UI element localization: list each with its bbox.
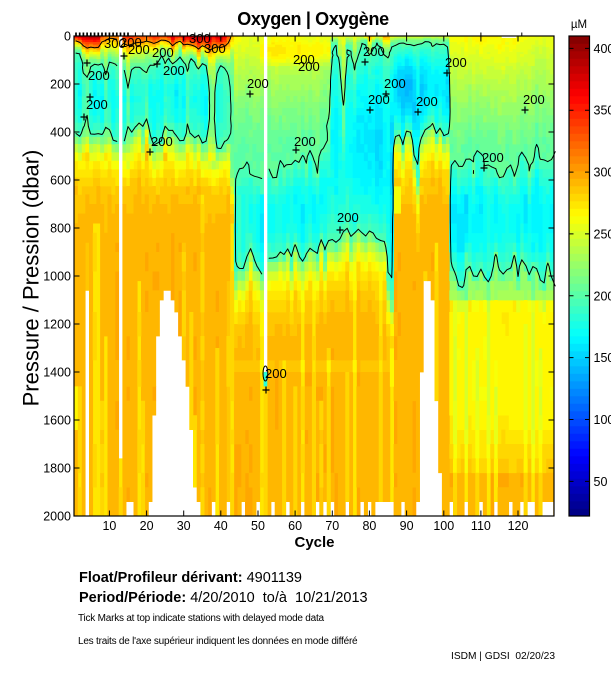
- svg-text:ISDM | GDSI 02/20/23: ISDM | GDSI 02/20/23: [451, 651, 555, 662]
- svg-text:1200: 1200: [43, 318, 71, 332]
- svg-text:1400: 1400: [43, 366, 71, 380]
- svg-text:200: 200: [293, 52, 315, 67]
- svg-text:60: 60: [288, 519, 302, 533]
- svg-text:1000: 1000: [43, 270, 71, 284]
- svg-text:200: 200: [594, 289, 611, 303]
- svg-text:50: 50: [594, 475, 608, 489]
- svg-text:Cycle: Cycle: [294, 534, 334, 551]
- svg-text:150: 150: [594, 351, 611, 365]
- svg-text:40: 40: [214, 519, 228, 533]
- svg-text:20: 20: [140, 519, 154, 533]
- svg-text:200: 200: [163, 63, 185, 78]
- svg-text:200: 200: [88, 68, 110, 83]
- svg-text:30: 30: [177, 519, 191, 533]
- svg-text:80: 80: [362, 519, 376, 533]
- svg-text:70: 70: [325, 519, 339, 533]
- svg-text:200: 200: [384, 76, 406, 91]
- svg-text:250: 250: [594, 227, 611, 241]
- svg-text:400: 400: [594, 42, 611, 56]
- svg-text:200: 200: [298, 59, 320, 74]
- svg-text:Pressure / Pression (dbar): Pressure / Pression (dbar): [18, 150, 43, 407]
- svg-text:600: 600: [50, 174, 71, 188]
- svg-text:Oxygen | Oxygène: Oxygen | Oxygène: [237, 9, 389, 29]
- svg-text:µM: µM: [571, 19, 587, 31]
- svg-text:100: 100: [594, 413, 611, 427]
- svg-text:Period/Période: 4/20/2010 to/: Period/Période: 4/20/2010 to/à 10/21/201…: [79, 590, 368, 606]
- svg-text:Les traits de l'axe supérieur: Les traits de l'axe supérieur indiquent …: [78, 636, 358, 647]
- svg-text:300: 300: [594, 166, 611, 180]
- svg-text:200: 200: [294, 134, 316, 149]
- svg-text:1800: 1800: [43, 462, 71, 476]
- svg-text:200: 200: [86, 97, 108, 112]
- svg-text:0: 0: [64, 30, 71, 44]
- svg-text:120: 120: [508, 519, 529, 533]
- svg-text:110: 110: [471, 519, 491, 533]
- svg-text:200: 200: [120, 35, 142, 50]
- svg-text:200: 200: [445, 55, 467, 70]
- svg-text:90: 90: [400, 519, 414, 533]
- svg-text:200: 200: [368, 92, 390, 107]
- svg-text:100: 100: [433, 519, 454, 533]
- svg-text:200: 200: [128, 42, 150, 57]
- svg-text:200: 200: [337, 210, 359, 225]
- svg-text:350: 350: [594, 104, 611, 118]
- svg-text:800: 800: [50, 222, 71, 236]
- svg-text:10: 10: [102, 519, 116, 533]
- svg-text:Tick Marks at top indicate sta: Tick Marks at top indicate stations with…: [78, 613, 325, 624]
- svg-text:200: 200: [416, 94, 438, 109]
- svg-text:200: 200: [523, 92, 545, 107]
- svg-text:200: 200: [482, 150, 504, 165]
- svg-text:200: 200: [265, 366, 287, 381]
- svg-text:200: 200: [151, 134, 173, 149]
- svg-text:Float/Profileur dérivant: 4901: Float/Profileur dérivant: 4901139: [79, 570, 302, 586]
- svg-text:200: 200: [50, 78, 71, 92]
- svg-text:200: 200: [152, 45, 174, 60]
- svg-text:200: 200: [363, 44, 385, 59]
- svg-text:2000: 2000: [43, 510, 71, 524]
- svg-text:1600: 1600: [43, 414, 71, 428]
- svg-text:200: 200: [247, 76, 269, 91]
- svg-text:50: 50: [251, 519, 265, 533]
- svg-text:400: 400: [50, 126, 71, 140]
- svg-text:300: 300: [204, 41, 226, 56]
